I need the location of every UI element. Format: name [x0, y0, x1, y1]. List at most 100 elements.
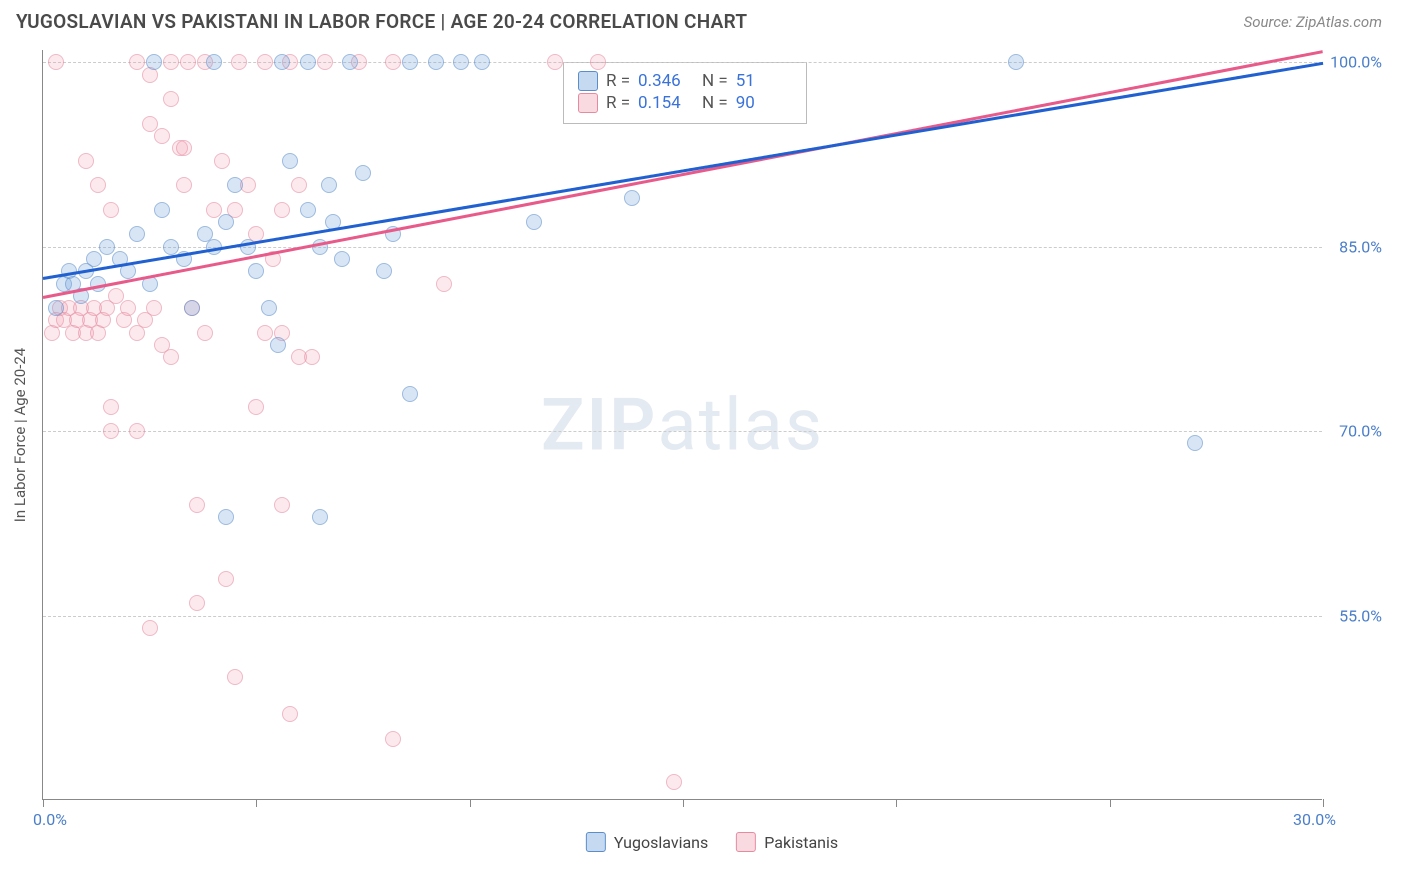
data-point-pakistani	[146, 300, 162, 316]
gridline	[43, 616, 1322, 617]
data-point-yugoslavian	[624, 190, 640, 206]
data-point-pakistani	[142, 620, 158, 636]
chart-title: YUGOSLAVIAN VS PAKISTANI IN LABOR FORCE …	[16, 10, 747, 33]
y-tick-label: 85.0%	[1339, 237, 1382, 256]
data-point-yugoslavian	[48, 300, 64, 316]
data-point-pakistani	[206, 202, 222, 218]
legend-label-pakistani: Pakistanis	[764, 833, 838, 852]
data-point-pakistani	[274, 497, 290, 513]
data-point-pakistani	[90, 177, 106, 193]
data-point-yugoslavian	[1008, 54, 1024, 70]
data-point-yugoslavian	[270, 337, 286, 353]
data-point-pakistani	[180, 54, 196, 70]
series-legend: Yugoslavians Pakistanis	[586, 832, 838, 852]
data-point-yugoslavian	[227, 177, 243, 193]
watermark: ZIPatlas	[541, 382, 824, 467]
data-point-pakistani	[197, 325, 213, 341]
data-point-pakistani	[48, 54, 64, 70]
data-point-yugoslavian	[312, 509, 328, 525]
x-tick	[256, 799, 257, 807]
x-tick	[43, 799, 44, 807]
y-tick-label: 55.0%	[1339, 606, 1382, 625]
source-attribution: Source: ZipAtlas.com	[1244, 13, 1382, 31]
data-point-pakistani	[163, 349, 179, 365]
swatch-pakistani-icon	[578, 93, 598, 113]
data-point-pakistani	[103, 202, 119, 218]
data-point-yugoslavian	[146, 54, 162, 70]
data-point-yugoslavian	[402, 386, 418, 402]
data-point-yugoslavian	[428, 54, 444, 70]
data-point-pakistani	[291, 349, 307, 365]
correlation-legend: R = 0.346 N = 51 R = 0.154 N = 90	[563, 62, 807, 124]
data-point-pakistani	[282, 706, 298, 722]
data-point-pakistani	[274, 202, 290, 218]
data-point-pakistani	[291, 177, 307, 193]
data-point-yugoslavian	[300, 54, 316, 70]
data-point-pakistani	[590, 54, 606, 70]
data-point-pakistani	[257, 54, 273, 70]
data-point-pakistani	[163, 91, 179, 107]
data-point-yugoslavian	[376, 263, 392, 279]
data-point-pakistani	[176, 177, 192, 193]
data-point-yugoslavian	[261, 300, 277, 316]
data-point-pakistani	[436, 276, 452, 292]
data-point-yugoslavian	[86, 251, 102, 267]
data-point-pakistani	[129, 54, 145, 70]
legend-label-yugoslavian: Yugoslavians	[614, 833, 708, 852]
data-point-pakistani	[142, 116, 158, 132]
data-point-yugoslavian	[334, 251, 350, 267]
chart-container: In Labor Force | Age 20-24 ZIPatlas R = …	[42, 50, 1382, 820]
swatch-yugoslavian-icon	[586, 832, 606, 852]
data-point-yugoslavian	[342, 54, 358, 70]
data-point-pakistani	[163, 54, 179, 70]
data-point-pakistani	[189, 595, 205, 611]
gridline	[43, 431, 1322, 432]
data-point-pakistani	[385, 731, 401, 747]
x-tick	[683, 799, 684, 807]
data-point-yugoslavian	[282, 153, 298, 169]
data-point-yugoslavian	[184, 300, 200, 316]
data-point-pakistani	[120, 300, 136, 316]
data-point-yugoslavian	[1187, 435, 1203, 451]
data-point-yugoslavian	[355, 165, 371, 181]
data-point-yugoslavian	[218, 509, 234, 525]
data-point-yugoslavian	[300, 202, 316, 218]
data-point-yugoslavian	[154, 202, 170, 218]
data-point-pakistani	[214, 153, 230, 169]
data-point-yugoslavian	[218, 214, 234, 230]
y-tick-label: 100.0%	[1330, 53, 1382, 72]
data-point-pakistani	[103, 399, 119, 415]
data-point-yugoslavian	[163, 239, 179, 255]
data-point-yugoslavian	[274, 54, 290, 70]
x-tick-label: 30.0%	[1293, 810, 1336, 829]
data-point-pakistani	[129, 423, 145, 439]
data-point-yugoslavian	[321, 177, 337, 193]
data-point-pakistani	[227, 669, 243, 685]
data-point-yugoslavian	[453, 54, 469, 70]
swatch-pakistani-icon	[736, 832, 756, 852]
data-point-pakistani	[176, 140, 192, 156]
data-point-pakistani	[317, 54, 333, 70]
data-point-yugoslavian	[474, 54, 490, 70]
data-point-pakistani	[103, 423, 119, 439]
y-tick-label: 70.0%	[1339, 422, 1382, 441]
plot-area: ZIPatlas R = 0.346 N = 51 R = 0.154 N = …	[42, 50, 1322, 800]
data-point-yugoslavian	[248, 263, 264, 279]
data-point-yugoslavian	[206, 54, 222, 70]
x-tick-label: 0.0%	[33, 810, 67, 829]
data-point-pakistani	[189, 497, 205, 513]
data-point-yugoslavian	[99, 239, 115, 255]
swatch-yugoslavian-icon	[578, 71, 598, 91]
data-point-yugoslavian	[129, 226, 145, 242]
y-axis-label: In Labor Force | Age 20-24	[11, 348, 29, 522]
data-point-pakistani	[108, 288, 124, 304]
data-point-pakistani	[257, 325, 273, 341]
data-point-pakistani	[248, 399, 264, 415]
data-point-pakistani	[154, 128, 170, 144]
data-point-pakistani	[78, 153, 94, 169]
x-tick	[896, 799, 897, 807]
x-tick	[1110, 799, 1111, 807]
data-point-pakistani	[385, 54, 401, 70]
data-point-pakistani	[218, 571, 234, 587]
data-point-pakistani	[231, 54, 247, 70]
